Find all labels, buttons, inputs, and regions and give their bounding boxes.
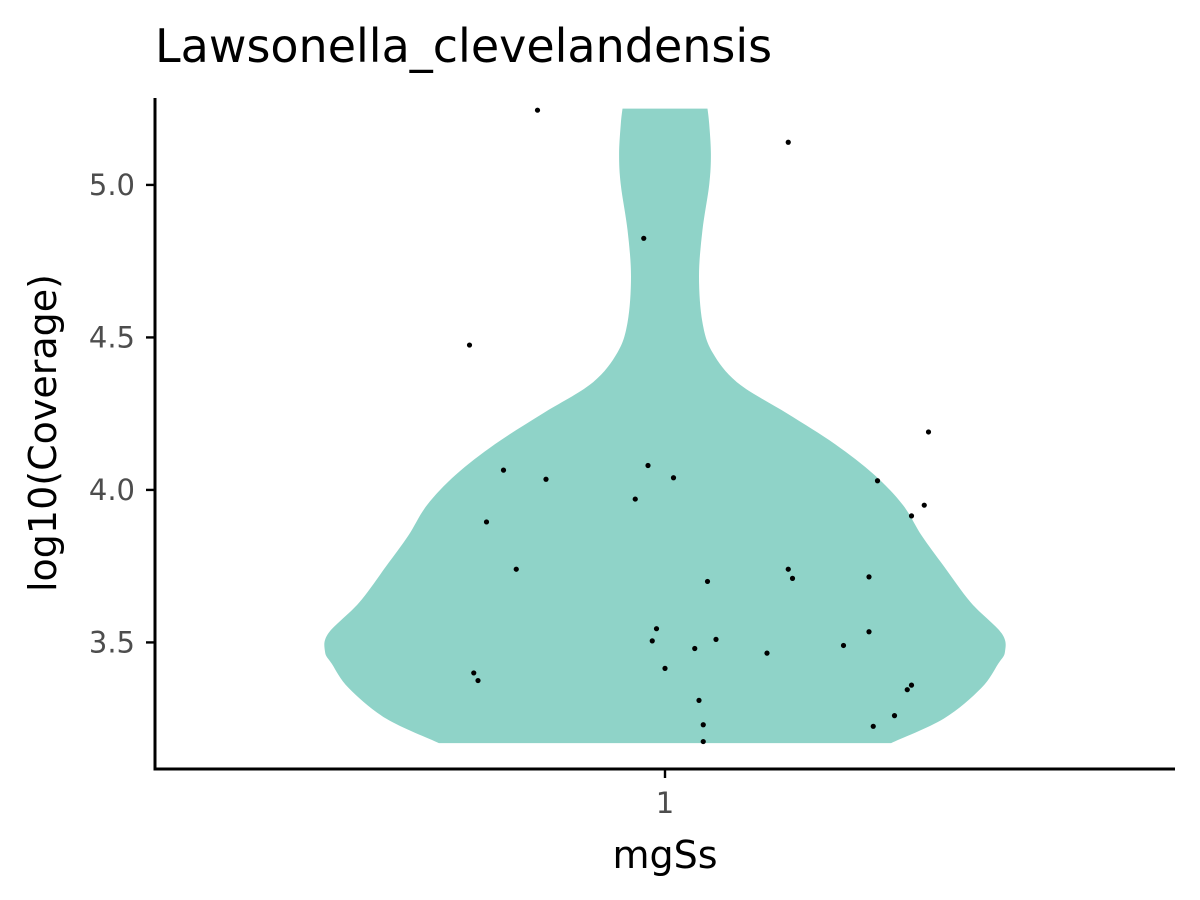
data-point: [891, 713, 898, 719]
y-tick-label: 5.0: [89, 168, 135, 202]
data-point: [696, 697, 702, 703]
data-point: [785, 566, 791, 572]
data-point: [653, 626, 660, 632]
data-point: [921, 502, 927, 508]
data-point: [866, 574, 872, 580]
axes: 3.5 4.0 4.5 5.0 1: [89, 98, 1175, 820]
data-point: [785, 139, 791, 145]
data-point: [904, 687, 910, 693]
data-point: [471, 670, 477, 676]
data-point: [713, 636, 719, 642]
x-axis-title: mgSs: [612, 833, 717, 877]
data-point: [704, 578, 711, 585]
data-point: [700, 722, 706, 728]
data-point: [641, 235, 647, 241]
plot-area: [324, 107, 1006, 745]
data-point: [870, 723, 876, 729]
data-point: [645, 462, 651, 469]
data-point: [500, 467, 507, 473]
y-axis-title: log10(Coverage): [21, 274, 65, 592]
data-point: [534, 107, 541, 113]
data-point: [649, 638, 655, 644]
data-point: [700, 738, 706, 745]
data-point: [908, 682, 915, 688]
y-tick-label: 4.5: [89, 320, 135, 354]
data-point: [543, 476, 549, 482]
chart-title: Lawsonella_clevelandensis: [155, 19, 772, 73]
data-point: [483, 519, 490, 525]
data-point: [475, 677, 481, 684]
data-point: [840, 642, 847, 649]
data-point: [908, 513, 915, 519]
y-tick-label: 4.0: [89, 473, 135, 507]
data-point: [789, 575, 796, 581]
data-point: [662, 665, 668, 671]
data-point: [925, 429, 932, 435]
violin-shape: [324, 108, 1006, 744]
data-point: [764, 650, 770, 656]
x-tick-label: 1: [656, 786, 674, 820]
data-point: [692, 645, 698, 652]
y-tick-label: 3.5: [89, 625, 135, 659]
data-point: [874, 478, 881, 484]
data-point: [466, 342, 473, 348]
data-point: [866, 629, 872, 635]
data-point: [513, 566, 519, 572]
data-point: [632, 496, 638, 502]
data-point: [670, 475, 677, 481]
